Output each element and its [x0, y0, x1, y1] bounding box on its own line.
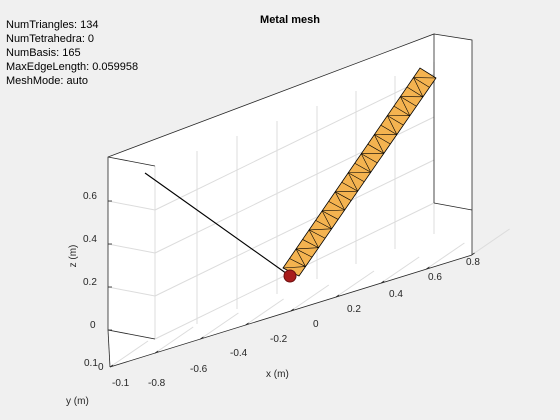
- tick: [109, 364, 114, 368]
- tick: [154, 350, 159, 354]
- grid-line: [335, 270, 375, 298]
- mesh-edge: [328, 201, 345, 211]
- info-mesh-mode: MeshMode: auto: [6, 75, 88, 87]
- x-tick-label: -0.8: [148, 378, 166, 389]
- mesh-edge: [387, 115, 404, 126]
- mesh-edge: [295, 248, 313, 258]
- x-tick-label: -0.4: [230, 348, 248, 359]
- x-tick-label: 0.8: [466, 257, 480, 268]
- mesh-edge: [400, 96, 417, 107]
- mesh-edge: [334, 191, 345, 211]
- grid-line: [107, 200, 156, 211]
- mesh-edge: [308, 229, 326, 239]
- info-num-triangles: NumTriangles: 134: [6, 19, 99, 31]
- mesh-edge: [322, 209, 345, 212]
- grid-line: [426, 242, 465, 270]
- mesh-edge: [315, 220, 332, 230]
- mesh-edge: [335, 191, 352, 201]
- x-axis-label: x (m): [266, 369, 289, 380]
- mesh-edge: [354, 162, 371, 173]
- grid-line: [154, 73, 435, 211]
- info-max-edge-length: MaxEdgeLength: 0.059958: [6, 61, 139, 73]
- x-tick-label: 0.4: [389, 289, 403, 300]
- mesh-edge: [380, 124, 398, 135]
- mesh-edge: [413, 77, 424, 97]
- mesh-edge: [374, 134, 385, 154]
- y-tick-label: -0.1: [112, 378, 130, 389]
- info-num-tetrahedra: NumTetrahedra: 0: [6, 33, 95, 45]
- mesh-edge: [406, 86, 424, 98]
- y-tick-label: 0.1: [84, 358, 98, 369]
- x-tick-label: 0: [313, 319, 319, 330]
- x-tick-label: -0.6: [190, 364, 208, 375]
- z-tick-label: 0: [90, 320, 96, 331]
- grid-line: [290, 284, 330, 312]
- mesh-edge: [308, 229, 319, 248]
- mesh-edge: [367, 143, 384, 154]
- mesh-edge: [282, 266, 306, 269]
- x-tick-label: -0.2: [270, 334, 288, 345]
- mesh-edge: [348, 172, 365, 182]
- feed-point-marker[interactable]: [283, 269, 297, 283]
- grid-line: [107, 286, 156, 297]
- mesh-edge: [393, 105, 411, 116]
- tick: [426, 266, 430, 270]
- z-axis-label: z (m): [68, 245, 79, 268]
- wire-segment: [144, 172, 291, 277]
- mesh-edge: [309, 228, 332, 231]
- back-wall: [108, 34, 472, 367]
- grid-line: [380, 256, 420, 284]
- mesh-edge: [361, 153, 378, 164]
- mesh-edge: [296, 247, 319, 250]
- mesh-info-panel: NumTriangles: 134 NumTetrahedra: 0 NumBa…: [6, 18, 138, 88]
- tick: [380, 280, 385, 284]
- x-tick-label: 0.2: [347, 304, 361, 315]
- axes-box: [107, 33, 473, 368]
- info-num-basis: NumBasis: 165: [6, 47, 81, 59]
- side-wall: [108, 157, 110, 367]
- y-axis-label: y (m): [66, 396, 89, 407]
- mesh-edge: [335, 190, 358, 193]
- grid-line: [471, 228, 510, 256]
- plot-title: Metal mesh: [260, 14, 320, 26]
- z-tick-label: 0.6: [83, 191, 97, 202]
- mesh-edge: [341, 182, 358, 192]
- mesh-edge: [387, 115, 398, 135]
- mesh-edge: [361, 153, 372, 173]
- tick: [245, 322, 249, 326]
- mesh-edge: [302, 239, 319, 248]
- grid-line: [107, 243, 156, 254]
- x-tick-label: 0.6: [428, 272, 442, 283]
- y-tick-label: 0: [98, 362, 104, 373]
- grid-line: [154, 326, 194, 354]
- mesh-edge: [322, 210, 339, 220]
- z-tick-label: 0.2: [83, 277, 97, 288]
- tick: [335, 294, 340, 298]
- mesh-edge: [321, 210, 332, 229]
- mesh-edge: [295, 248, 306, 267]
- mesh-edge: [400, 96, 411, 116]
- grid-line: [154, 159, 435, 297]
- grid-line: [109, 340, 149, 368]
- z-tick-label: 0.4: [83, 234, 97, 245]
- tick: [290, 308, 295, 312]
- grid-line: [200, 312, 239, 340]
- tick: [471, 252, 475, 256]
- mesh-edge: [374, 134, 391, 145]
- grid-line: [245, 298, 284, 326]
- mesh-edge: [347, 172, 358, 192]
- tick-marks: [108, 200, 475, 368]
- tick: [200, 336, 204, 340]
- mesh-edge: [289, 258, 306, 267]
- mesh-edge: [413, 77, 430, 88]
